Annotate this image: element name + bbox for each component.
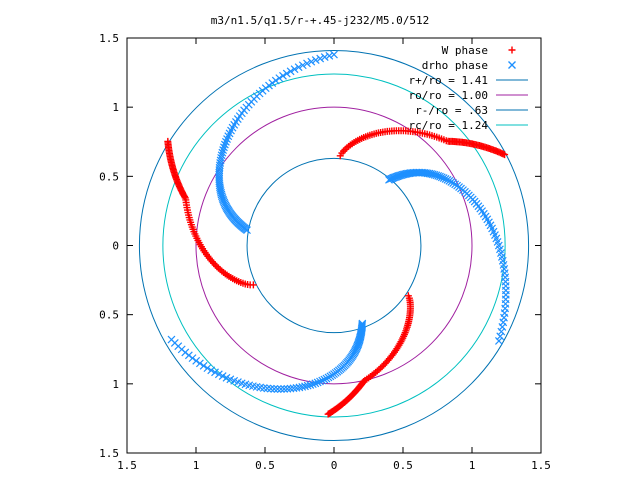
- drho-phase-point: [282, 69, 291, 78]
- legend-label: W phase: [442, 44, 488, 57]
- y-tick-label: 1.5: [99, 32, 119, 45]
- data-series: [164, 50, 510, 418]
- drho-phase-point: [275, 74, 284, 83]
- drho-phase-point: [286, 67, 295, 76]
- drho-phase-point: [318, 376, 327, 385]
- drho-phase-point: [211, 368, 219, 377]
- drho-phase-point: [322, 374, 331, 383]
- drho-phase-point: [495, 337, 503, 345]
- drho-phase-point: [330, 50, 338, 59]
- y-tick-label: 0.5: [99, 309, 119, 322]
- legend: W phase drho phase r+/ro = 1.41 ro/ro = 1.0…: [409, 44, 528, 132]
- drho-phase-point: [195, 359, 204, 368]
- legend-label: drho phase: [422, 59, 488, 72]
- drho-phase-point: [219, 146, 228, 154]
- drho-phase-point: [499, 318, 508, 327]
- legend-label: ro/ro = 1.00: [409, 89, 488, 102]
- legend-marker: [508, 46, 516, 54]
- drho-phase-point: [203, 364, 212, 373]
- drho-phase-point: [283, 384, 292, 393]
- reference-circle: [162, 73, 506, 418]
- drho-phase-point: [270, 384, 279, 393]
- reference-circle: [138, 49, 530, 442]
- w-phase-point: [501, 151, 509, 159]
- drho-phase-point: [496, 332, 505, 341]
- reference-circles: [138, 49, 530, 442]
- drho-phase-point: [289, 384, 298, 393]
- x-tick-label: 1: [469, 459, 476, 472]
- drho-phase-point: [498, 323, 507, 331]
- drho-phase-point: [207, 366, 216, 375]
- drho-phase-point: [276, 385, 285, 393]
- drho-phase-point: [220, 143, 228, 152]
- drho-phase-point: [311, 379, 320, 388]
- drho-phase-point: [266, 384, 275, 393]
- drho-phase-point: [271, 76, 280, 85]
- drho-phase-point: [268, 79, 277, 87]
- drho-phase-point: [273, 385, 282, 393]
- drho-phase-point: [316, 377, 324, 386]
- drho-phase-point: [279, 71, 287, 80]
- w-phase-point: [164, 137, 172, 145]
- drho-phase-point: [199, 361, 208, 370]
- drho-phase-point: [218, 372, 227, 381]
- axis-ticks: 1.5 1 0.5 0 0.5 1 1.51.510.500.511.5: [99, 32, 551, 472]
- drho-phase-point: [439, 174, 448, 182]
- drho-phase-point: [324, 373, 333, 382]
- drho-phase-point: [443, 175, 452, 184]
- y-tick-label: 1: [112, 101, 119, 114]
- drho-phase-point: [308, 380, 317, 389]
- x-tick-label: 0.5: [393, 459, 413, 472]
- legend-marker: [508, 61, 516, 69]
- w-phase-point: [324, 410, 332, 418]
- drho-phase-point: [298, 61, 307, 70]
- w-phase-point: [214, 264, 222, 272]
- w-phase-point: [213, 263, 221, 271]
- drho-phase-point: [280, 385, 289, 393]
- y-tick-label: 0: [112, 240, 119, 253]
- legend-label: r+/ro = 1.41: [409, 74, 488, 87]
- reference-circle: [246, 157, 422, 334]
- drho-phase-point: [320, 53, 329, 62]
- drho-phase-point: [303, 59, 311, 68]
- drho-phase-point: [497, 327, 506, 336]
- drho-phase-point: [441, 174, 450, 183]
- legend-label: rc/ro = 1.24: [409, 119, 489, 132]
- x-tick-label: 0: [331, 459, 338, 472]
- drho-phase-point: [218, 148, 227, 157]
- x-tick-label: 1.5: [117, 459, 137, 472]
- drho-phase-point: [167, 335, 176, 344]
- drho-phase-point: [313, 378, 322, 387]
- drho-phase-point: [214, 370, 223, 379]
- drho-phase-point: [320, 375, 329, 384]
- y-tick-label: 1.5: [99, 447, 119, 460]
- drho-phase-point: [316, 54, 325, 63]
- drho-phase-point: [294, 63, 303, 72]
- drho-phase-point: [311, 56, 320, 64]
- drho-phase-point: [290, 65, 299, 74]
- drho-phase-point: [220, 140, 229, 149]
- x-tick-label: 1: [193, 459, 200, 472]
- drho-phase-point: [192, 356, 201, 365]
- y-tick-label: 0.5: [99, 170, 119, 183]
- x-tick-label: 1.5: [531, 459, 551, 472]
- drho-phase-point: [325, 51, 334, 60]
- legend-label: r-/ro = .63: [415, 104, 488, 117]
- reference-circle: [195, 106, 473, 385]
- y-tick-label: 1: [112, 378, 119, 391]
- x-tick-label: 0.5: [255, 459, 275, 472]
- chart-title: m3/n1.5/q1.5/r-+.45-j232/M5.0/512: [211, 14, 430, 27]
- drho-phase-point: [307, 57, 316, 66]
- drho-phase-point: [286, 384, 295, 393]
